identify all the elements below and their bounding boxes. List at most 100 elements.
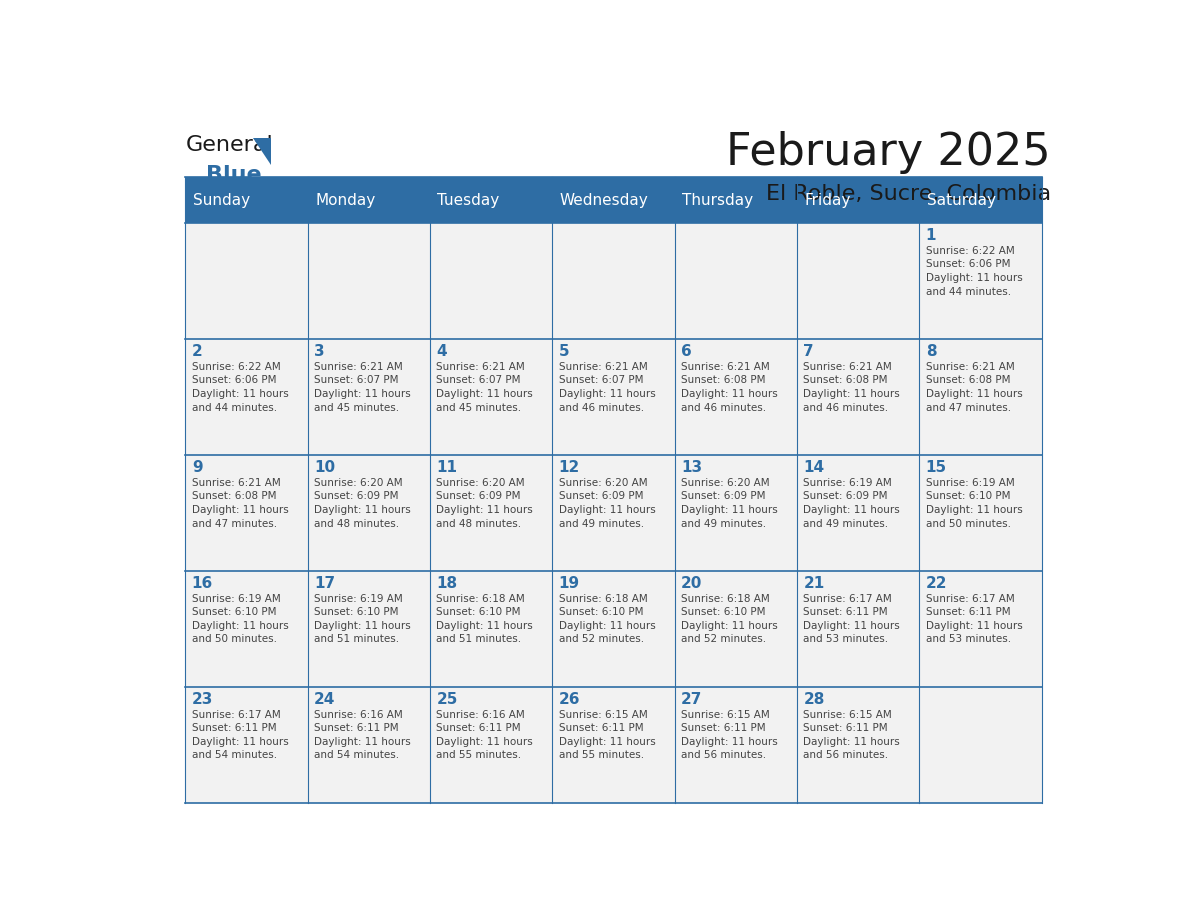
Bar — [185, 339, 308, 455]
Bar — [185, 687, 308, 803]
Bar — [797, 177, 920, 223]
Bar — [430, 571, 552, 687]
Bar — [920, 571, 1042, 687]
Bar — [920, 339, 1042, 455]
Text: Sunrise: 6:21 AM
Sunset: 6:07 PM
Daylight: 11 hours
and 45 minutes.: Sunrise: 6:21 AM Sunset: 6:07 PM Dayligh… — [314, 362, 411, 412]
Text: 24: 24 — [314, 692, 335, 707]
Text: 27: 27 — [681, 692, 702, 707]
Text: 22: 22 — [925, 576, 947, 591]
Text: Sunrise: 6:18 AM
Sunset: 6:10 PM
Daylight: 11 hours
and 52 minutes.: Sunrise: 6:18 AM Sunset: 6:10 PM Dayligh… — [681, 594, 778, 644]
Text: Sunrise: 6:21 AM
Sunset: 6:08 PM
Daylight: 11 hours
and 47 minutes.: Sunrise: 6:21 AM Sunset: 6:08 PM Dayligh… — [191, 477, 289, 529]
Text: 12: 12 — [558, 460, 580, 475]
Text: Sunrise: 6:17 AM
Sunset: 6:11 PM
Daylight: 11 hours
and 54 minutes.: Sunrise: 6:17 AM Sunset: 6:11 PM Dayligh… — [191, 710, 289, 760]
Text: 21: 21 — [803, 576, 824, 591]
Text: 9: 9 — [191, 460, 202, 475]
Bar — [920, 223, 1042, 339]
Text: Thursday: Thursday — [682, 193, 753, 207]
Text: Sunrise: 6:21 AM
Sunset: 6:07 PM
Daylight: 11 hours
and 46 minutes.: Sunrise: 6:21 AM Sunset: 6:07 PM Dayligh… — [558, 362, 656, 412]
Text: Sunrise: 6:19 AM
Sunset: 6:10 PM
Daylight: 11 hours
and 50 minutes.: Sunrise: 6:19 AM Sunset: 6:10 PM Dayligh… — [191, 594, 289, 644]
Bar — [430, 223, 552, 339]
Bar — [797, 687, 920, 803]
Text: 16: 16 — [191, 576, 213, 591]
Bar — [185, 455, 308, 571]
Text: Sunrise: 6:20 AM
Sunset: 6:09 PM
Daylight: 11 hours
and 49 minutes.: Sunrise: 6:20 AM Sunset: 6:09 PM Dayligh… — [681, 477, 778, 529]
Bar — [552, 339, 675, 455]
Bar — [185, 223, 308, 339]
Text: Sunday: Sunday — [192, 193, 249, 207]
Bar — [185, 571, 308, 687]
Text: Sunrise: 6:19 AM
Sunset: 6:10 PM
Daylight: 11 hours
and 51 minutes.: Sunrise: 6:19 AM Sunset: 6:10 PM Dayligh… — [314, 594, 411, 644]
Bar — [797, 571, 920, 687]
Text: 2: 2 — [191, 344, 202, 359]
Bar — [920, 177, 1042, 223]
Text: Sunrise: 6:21 AM
Sunset: 6:08 PM
Daylight: 11 hours
and 46 minutes.: Sunrise: 6:21 AM Sunset: 6:08 PM Dayligh… — [803, 362, 901, 412]
Text: Monday: Monday — [315, 193, 375, 207]
Text: General: General — [185, 135, 273, 155]
Text: 7: 7 — [803, 344, 814, 359]
Text: Sunrise: 6:19 AM
Sunset: 6:10 PM
Daylight: 11 hours
and 50 minutes.: Sunrise: 6:19 AM Sunset: 6:10 PM Dayligh… — [925, 477, 1023, 529]
Text: 5: 5 — [558, 344, 569, 359]
Bar — [552, 687, 675, 803]
Text: Sunrise: 6:16 AM
Sunset: 6:11 PM
Daylight: 11 hours
and 54 minutes.: Sunrise: 6:16 AM Sunset: 6:11 PM Dayligh… — [314, 710, 411, 760]
Bar — [920, 687, 1042, 803]
Text: Sunrise: 6:22 AM
Sunset: 6:06 PM
Daylight: 11 hours
and 44 minutes.: Sunrise: 6:22 AM Sunset: 6:06 PM Dayligh… — [191, 362, 289, 412]
Text: Sunrise: 6:20 AM
Sunset: 6:09 PM
Daylight: 11 hours
and 48 minutes.: Sunrise: 6:20 AM Sunset: 6:09 PM Dayligh… — [314, 477, 411, 529]
Text: 25: 25 — [436, 692, 457, 707]
Text: Sunrise: 6:20 AM
Sunset: 6:09 PM
Daylight: 11 hours
and 48 minutes.: Sunrise: 6:20 AM Sunset: 6:09 PM Dayligh… — [436, 477, 533, 529]
Text: Sunrise: 6:19 AM
Sunset: 6:09 PM
Daylight: 11 hours
and 49 minutes.: Sunrise: 6:19 AM Sunset: 6:09 PM Dayligh… — [803, 477, 901, 529]
Bar — [797, 223, 920, 339]
Text: 18: 18 — [436, 576, 457, 591]
Bar — [430, 339, 552, 455]
Bar — [675, 177, 797, 223]
Text: Wednesday: Wednesday — [560, 193, 649, 207]
Bar — [675, 455, 797, 571]
Text: 13: 13 — [681, 460, 702, 475]
Bar — [797, 455, 920, 571]
Bar — [308, 177, 430, 223]
Text: 10: 10 — [314, 460, 335, 475]
Text: 1: 1 — [925, 229, 936, 243]
Text: Sunrise: 6:21 AM
Sunset: 6:08 PM
Daylight: 11 hours
and 46 minutes.: Sunrise: 6:21 AM Sunset: 6:08 PM Dayligh… — [681, 362, 778, 412]
Bar — [675, 223, 797, 339]
Bar — [797, 339, 920, 455]
Text: Sunrise: 6:17 AM
Sunset: 6:11 PM
Daylight: 11 hours
and 53 minutes.: Sunrise: 6:17 AM Sunset: 6:11 PM Dayligh… — [803, 594, 901, 644]
Text: Saturday: Saturday — [927, 193, 996, 207]
Text: 28: 28 — [803, 692, 824, 707]
Text: Tuesday: Tuesday — [437, 193, 500, 207]
Text: 26: 26 — [558, 692, 580, 707]
Text: Sunrise: 6:22 AM
Sunset: 6:06 PM
Daylight: 11 hours
and 44 minutes.: Sunrise: 6:22 AM Sunset: 6:06 PM Dayligh… — [925, 246, 1023, 297]
Bar — [552, 223, 675, 339]
Text: 17: 17 — [314, 576, 335, 591]
Text: 20: 20 — [681, 576, 702, 591]
Bar — [552, 177, 675, 223]
Text: 19: 19 — [558, 576, 580, 591]
Text: 4: 4 — [436, 344, 447, 359]
Text: 15: 15 — [925, 460, 947, 475]
Text: Sunrise: 6:17 AM
Sunset: 6:11 PM
Daylight: 11 hours
and 53 minutes.: Sunrise: 6:17 AM Sunset: 6:11 PM Dayligh… — [925, 594, 1023, 644]
Bar — [430, 455, 552, 571]
Bar — [185, 177, 308, 223]
Bar — [430, 687, 552, 803]
Bar — [308, 571, 430, 687]
Text: Sunrise: 6:15 AM
Sunset: 6:11 PM
Daylight: 11 hours
and 55 minutes.: Sunrise: 6:15 AM Sunset: 6:11 PM Dayligh… — [558, 710, 656, 760]
Text: February 2025: February 2025 — [726, 131, 1051, 174]
Text: Friday: Friday — [804, 193, 851, 207]
Polygon shape — [253, 139, 271, 165]
Text: Sunrise: 6:21 AM
Sunset: 6:07 PM
Daylight: 11 hours
and 45 minutes.: Sunrise: 6:21 AM Sunset: 6:07 PM Dayligh… — [436, 362, 533, 412]
Text: Sunrise: 6:18 AM
Sunset: 6:10 PM
Daylight: 11 hours
and 52 minutes.: Sunrise: 6:18 AM Sunset: 6:10 PM Dayligh… — [558, 594, 656, 644]
Text: 14: 14 — [803, 460, 824, 475]
Bar — [308, 339, 430, 455]
Bar — [308, 687, 430, 803]
Bar — [552, 571, 675, 687]
Text: El Roble, Sucre, Colombia: El Roble, Sucre, Colombia — [765, 185, 1051, 205]
Text: 23: 23 — [191, 692, 213, 707]
Bar — [308, 223, 430, 339]
Bar — [552, 455, 675, 571]
Text: Sunrise: 6:15 AM
Sunset: 6:11 PM
Daylight: 11 hours
and 56 minutes.: Sunrise: 6:15 AM Sunset: 6:11 PM Dayligh… — [681, 710, 778, 760]
Bar — [675, 339, 797, 455]
Bar — [920, 455, 1042, 571]
Bar — [430, 177, 552, 223]
Text: Blue: Blue — [206, 164, 261, 185]
Text: 8: 8 — [925, 344, 936, 359]
Text: Sunrise: 6:21 AM
Sunset: 6:08 PM
Daylight: 11 hours
and 47 minutes.: Sunrise: 6:21 AM Sunset: 6:08 PM Dayligh… — [925, 362, 1023, 412]
